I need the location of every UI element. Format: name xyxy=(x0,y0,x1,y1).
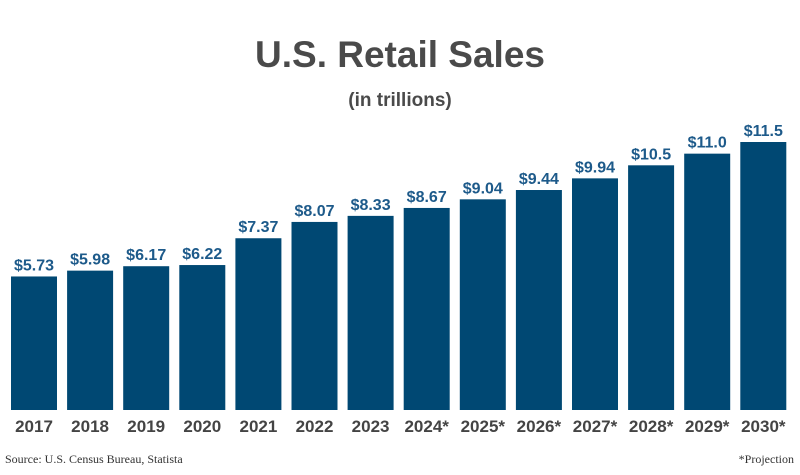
x-tick-label: 2020 xyxy=(183,417,221,436)
bar-2019 xyxy=(123,266,170,410)
x-tick-label: 2017 xyxy=(15,417,53,436)
x-tick-label: 2027* xyxy=(573,417,618,436)
data-label: $5.98 xyxy=(70,252,110,269)
data-label: $8.33 xyxy=(351,197,391,214)
chart-title: U.S. Retail Sales xyxy=(255,34,545,75)
x-tick-label: 2019 xyxy=(127,417,165,436)
bar-2026* xyxy=(515,190,562,410)
x-tick-label: 2018 xyxy=(71,417,109,436)
bar-2029* xyxy=(684,153,731,411)
x-tick-label: 2025* xyxy=(461,417,506,436)
bar-2023 xyxy=(347,215,394,410)
x-tick-label: 2028* xyxy=(629,417,674,436)
bar-2021 xyxy=(235,238,282,410)
x-tick-label: 2030* xyxy=(741,417,786,436)
data-label: $11.0 xyxy=(688,135,727,152)
x-tick-label: 2023 xyxy=(352,417,390,436)
data-label: $9.44 xyxy=(519,171,559,188)
x-tick-label: 2024* xyxy=(404,417,449,436)
data-label: $9.94 xyxy=(575,159,615,176)
data-label: $11.5 xyxy=(744,123,783,140)
data-label: $9.04 xyxy=(463,180,503,197)
data-label: $8.67 xyxy=(407,189,447,206)
bar-2022 xyxy=(291,221,338,410)
bar-2030* xyxy=(740,142,787,410)
data-label: $7.37 xyxy=(238,219,278,236)
chart-subtitle: (in trillions) xyxy=(348,90,452,111)
data-label: $5.73 xyxy=(14,257,54,274)
bar-2027* xyxy=(572,178,618,410)
data-label: $8.07 xyxy=(294,203,334,220)
bar-2020 xyxy=(179,265,226,410)
bar-2024* xyxy=(403,207,450,410)
bar-2018 xyxy=(67,270,114,410)
x-tick-label: 2026* xyxy=(517,417,562,436)
bar-2028* xyxy=(628,165,675,410)
bar-2017 xyxy=(11,276,57,410)
data-label: $6.22 xyxy=(182,246,222,263)
projection-note: *Projection xyxy=(738,452,794,466)
data-label: $10.5 xyxy=(631,146,671,163)
x-tick-label: 2022 xyxy=(296,417,334,436)
source-note: Source: U.S. Census Bureau, Statista xyxy=(5,452,183,466)
x-tick-label: 2029* xyxy=(685,417,730,436)
x-tick-label: 2021 xyxy=(239,417,277,436)
data-label: $6.17 xyxy=(126,247,166,264)
bar-2025* xyxy=(459,199,506,410)
